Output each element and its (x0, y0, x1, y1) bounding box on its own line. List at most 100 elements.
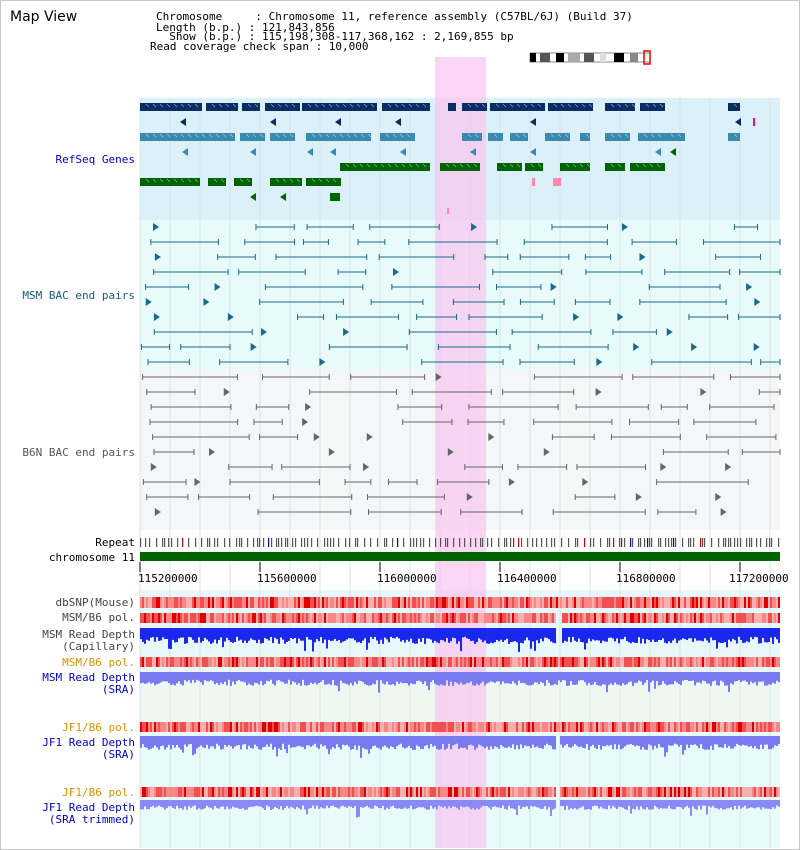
heat-cell (578, 597, 580, 608)
track-label-b6n-bac[interactable]: B6N BAC end pairs (22, 446, 135, 459)
depth-bar (356, 736, 358, 750)
depth-bar (452, 800, 454, 807)
heat-cell (740, 597, 742, 608)
repeat-feature (182, 538, 184, 547)
heat-cell (754, 657, 756, 667)
heat-cell (260, 613, 262, 623)
track-label-msm-bac[interactable]: MSM BAC end pairs (22, 289, 135, 302)
depth-bar (720, 672, 722, 681)
heat-cell (562, 722, 564, 732)
depth-bar (364, 628, 366, 639)
depth-bar (142, 672, 144, 683)
depth-bar (748, 628, 750, 643)
heat-cell (552, 722, 554, 732)
depth-bar (502, 800, 504, 806)
track-label-jf1-b6-pol[interactable]: JF1/B6 pol. (62, 721, 135, 734)
heat-cell (620, 787, 622, 797)
track-label-repeat[interactable]: Repeat (95, 536, 135, 549)
depth-bar (248, 628, 250, 641)
repeat-feature (349, 538, 351, 547)
heat-cell (344, 787, 346, 797)
heat-cell (366, 613, 368, 623)
track-label-msm-b6-pol-sra[interactable]: MSM/B6 pol. (62, 656, 135, 669)
heat-cell (228, 657, 230, 667)
ideogram-band (600, 53, 606, 62)
heat-cell (286, 787, 288, 797)
depth-bar (288, 672, 290, 680)
depth-bar (716, 628, 718, 649)
depth-bar (708, 736, 710, 750)
chromosome-bar (140, 552, 780, 561)
track-label-jf1-read-depth-trimmed[interactable]: JF1 Read Depth (42, 801, 135, 814)
heat-cell (516, 657, 518, 667)
heat-cell (470, 787, 472, 797)
depth-bar (462, 628, 464, 638)
depth-bar (184, 628, 186, 644)
heat-cell (626, 787, 628, 797)
depth-bar (650, 800, 652, 810)
depth-bar (732, 800, 734, 810)
heat-cell (734, 722, 736, 732)
depth-bar (722, 736, 724, 749)
depth-bar (770, 800, 772, 810)
heat-cell (718, 657, 720, 667)
track-label-jf1-b6-pol-2[interactable]: JF1/B6 pol. (62, 786, 135, 799)
heat-cell (542, 722, 544, 732)
heat-cell (342, 722, 344, 732)
gene-arrow (173, 133, 178, 138)
heat-cell (172, 597, 174, 608)
depth-bar (706, 800, 708, 815)
heat-cell (602, 722, 604, 732)
depth-bar (346, 800, 348, 808)
depth-bar (542, 800, 544, 809)
depth-bar (148, 628, 150, 641)
heat-cell (410, 613, 412, 623)
bac-end-single (366, 433, 373, 441)
heat-cell (530, 722, 532, 732)
heat-cell (192, 613, 194, 623)
depth-bar (152, 800, 154, 806)
heat-cell (234, 722, 236, 732)
heat-cell (356, 613, 358, 623)
heat-cell (684, 722, 686, 732)
depth-bar (492, 800, 494, 808)
heat-cell (652, 597, 654, 608)
depth-bar (722, 800, 724, 810)
heat-cell (482, 613, 484, 623)
heat-cell (418, 657, 420, 667)
depth-bar (444, 736, 446, 750)
depth-bar (234, 672, 236, 685)
track-label-msm-read-depth-sra[interactable]: MSM Read Depth (42, 671, 135, 684)
bac-end-single (319, 358, 326, 366)
heat-cell (760, 722, 762, 732)
track-label-msm-read-depth[interactable]: MSM Read Depth (42, 628, 135, 641)
heat-cell (170, 657, 172, 667)
depth-bar (558, 672, 560, 681)
track-label-chromosome[interactable]: chromosome 11 (48, 551, 135, 564)
heat-cell (246, 613, 248, 623)
heat-cell (180, 597, 182, 608)
heat-cell (386, 657, 388, 667)
heat-cell (160, 722, 162, 732)
depth-bar (380, 672, 382, 681)
bac-end-single (596, 358, 603, 366)
depth-bar (400, 736, 402, 744)
repeat-feature (453, 538, 455, 547)
depth-bar (482, 736, 484, 747)
depth-bar (374, 800, 376, 806)
depth-bar (248, 672, 250, 684)
track-label-jf1-read-depth[interactable]: JF1 Read Depth (42, 736, 135, 749)
track-label-dbsnp[interactable]: dbSNP(Mouse) (55, 596, 135, 609)
depth-bar (614, 628, 616, 642)
heat-cell (412, 722, 414, 732)
track-label-refseq[interactable]: RefSeq Genes (55, 153, 135, 166)
heat-cell (564, 787, 566, 797)
heat-cell (238, 787, 240, 797)
heat-cell (474, 657, 476, 667)
heat-cell (550, 597, 552, 608)
gene-arrow (656, 163, 661, 168)
repeat-feature (397, 538, 399, 547)
depth-bar (270, 672, 272, 680)
track-label-msm-b6-pol[interactable]: MSM/B6 pol. (62, 611, 135, 624)
